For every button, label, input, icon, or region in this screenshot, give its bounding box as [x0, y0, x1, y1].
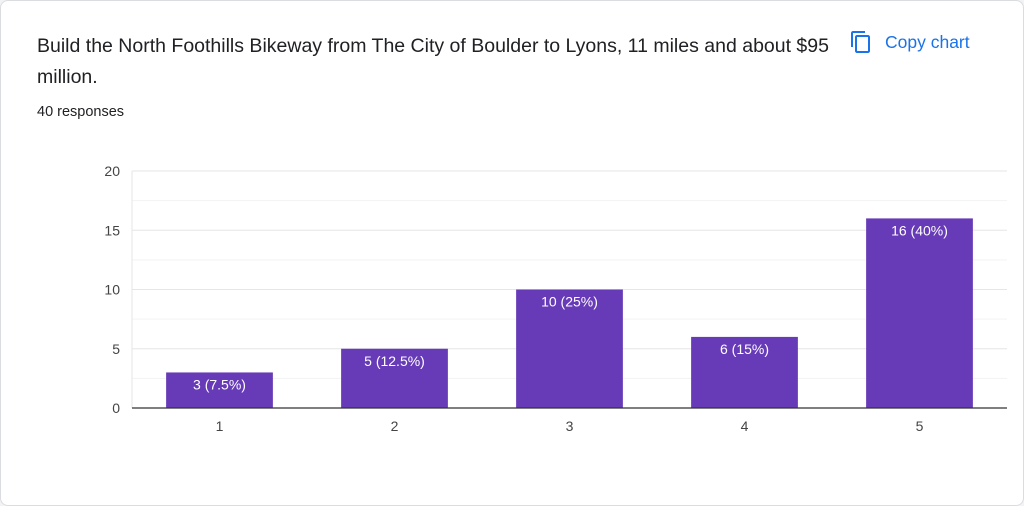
- x-tick-label: 4: [741, 418, 749, 434]
- data-label: 3 (7.5%): [193, 376, 246, 392]
- y-tick-label: 0: [112, 400, 120, 416]
- data-label: 10 (25%): [541, 294, 598, 310]
- copy-chart-button[interactable]: Copy chart: [839, 23, 980, 61]
- bar: [866, 218, 973, 408]
- data-label: 5 (12.5%): [364, 353, 425, 369]
- response-count: 40 responses: [37, 104, 125, 120]
- data-label: 6 (15%): [720, 341, 769, 357]
- y-tick-label: 10: [104, 282, 120, 298]
- y-tick-label: 15: [104, 222, 120, 238]
- x-tick-label: 3: [566, 418, 574, 434]
- copy-chart-label: Copy chart: [885, 31, 970, 52]
- x-tick-label: 1: [216, 418, 224, 434]
- data-label: 16 (40%): [891, 222, 948, 238]
- x-tick-label: 2: [391, 418, 399, 434]
- copy-icon: [849, 30, 873, 54]
- x-tick-label: 5: [916, 418, 924, 434]
- y-tick-label: 5: [112, 341, 120, 357]
- bar: [516, 289, 623, 408]
- bar: [341, 348, 448, 408]
- bar: [691, 336, 798, 408]
- y-tick-label: 20: [104, 163, 120, 179]
- bar: [166, 372, 273, 408]
- question-title: Build the North Foothills Bikeway from T…: [37, 35, 829, 88]
